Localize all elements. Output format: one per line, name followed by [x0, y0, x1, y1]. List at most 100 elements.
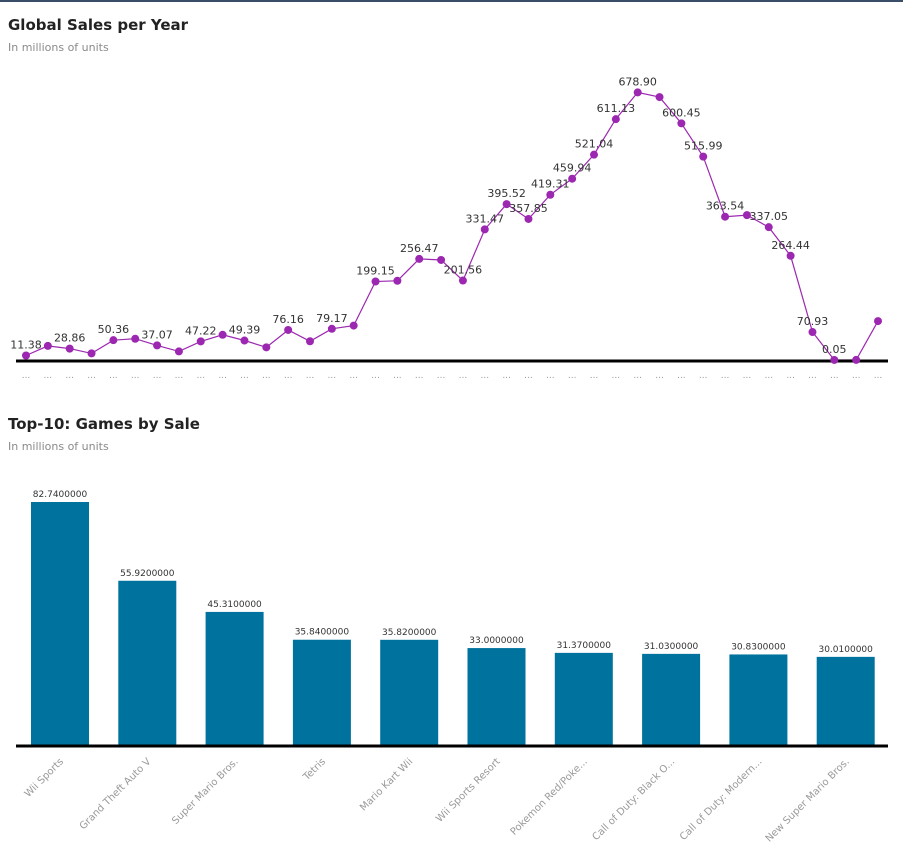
bar-category-label: Call of Duty: Black O...	[591, 756, 678, 843]
line-point[interactable]	[415, 254, 424, 263]
bar[interactable]	[729, 654, 788, 745]
line-point[interactable]	[699, 152, 708, 161]
line-x-tick: ...	[371, 371, 380, 381]
line-point[interactable]	[43, 341, 52, 350]
bar-value-label: 45.3100000	[207, 600, 262, 610]
bar-category-label: Mario Kart Wii	[358, 756, 415, 813]
line-x-tick: ...	[612, 371, 621, 381]
bar-value-label: 30.8300000	[731, 642, 786, 652]
line-point[interactable]	[327, 324, 336, 333]
line-x-tick: ...	[87, 371, 96, 381]
line-data-label: 395.52	[487, 187, 526, 200]
line-x-tick: ...	[655, 371, 664, 381]
line-x-tick: ...	[349, 371, 358, 381]
line-data-label: 70.93	[797, 315, 829, 328]
bar-category-label: Tetris	[301, 756, 328, 783]
line-point[interactable]	[633, 88, 642, 97]
line-point[interactable]	[502, 200, 511, 209]
bar[interactable]	[467, 648, 526, 745]
bar-category-label: Wii Sports Resort	[434, 756, 502, 824]
line-point[interactable]	[655, 93, 664, 102]
line-point[interactable]	[306, 337, 314, 346]
line-point[interactable]	[742, 211, 751, 220]
line-point[interactable]	[153, 341, 162, 350]
line-x-tick: ...	[546, 371, 555, 381]
line-point[interactable]	[677, 119, 686, 128]
line-x-tick: ...	[328, 371, 337, 381]
line-point[interactable]	[611, 115, 620, 124]
line-point[interactable]	[437, 255, 446, 264]
line-data-label: 76.16	[272, 313, 304, 326]
line-data-label: 363.54	[706, 200, 745, 213]
line-point[interactable]	[524, 214, 533, 223]
line-point[interactable]	[262, 343, 271, 352]
line-point[interactable]	[546, 190, 555, 199]
bar-category-label: Wii Sports	[23, 756, 66, 799]
line-point[interactable]	[284, 325, 293, 334]
bar[interactable]	[380, 639, 439, 745]
line-point[interactable]	[240, 336, 249, 345]
line-point[interactable]	[393, 276, 402, 285]
line-x-tick: ...	[262, 371, 271, 381]
line-x-tick: ...	[786, 371, 795, 381]
line-point[interactable]	[808, 328, 817, 337]
line-point[interactable]	[196, 337, 205, 346]
line-x-tick: ...	[633, 371, 642, 381]
bar[interactable]	[642, 653, 701, 745]
line-x-tick: ...	[240, 371, 249, 381]
line-point[interactable]	[349, 321, 358, 330]
bar-value-label: 55.9200000	[120, 569, 175, 579]
line-point[interactable]	[786, 251, 795, 260]
line-point[interactable]	[830, 355, 839, 364]
line-point[interactable]	[458, 276, 467, 285]
line-data-label: 256.47	[400, 242, 439, 255]
line-x-tick: ...	[44, 371, 53, 381]
bar-category-label: Grand Theft Auto V	[78, 756, 154, 832]
bar-value-label: 35.8200000	[382, 628, 437, 638]
bar-value-label: 82.7400000	[33, 490, 88, 500]
line-point[interactable]	[22, 351, 30, 360]
bar[interactable]	[816, 656, 875, 745]
line-x-tick: ...	[415, 371, 424, 381]
line-x-tick: ...	[590, 371, 599, 381]
bar-category-label: Call of Duty: Modern...	[678, 756, 765, 843]
line-x-tick: ...	[852, 371, 861, 381]
bar[interactable]	[205, 611, 264, 745]
line-x-tick: ...	[874, 371, 883, 381]
line-point[interactable]	[371, 277, 380, 286]
line-point[interactable]	[852, 355, 861, 364]
line-point[interactable]	[721, 212, 730, 221]
line-point[interactable]	[109, 336, 118, 345]
line-x-tick: ...	[721, 371, 730, 381]
line-point[interactable]	[590, 150, 598, 159]
line-point[interactable]	[174, 347, 183, 356]
bar-category-label: New Super Mario Bros.	[764, 756, 852, 844]
line-x-tick: ...	[393, 371, 402, 381]
line-x-tick: ...	[480, 371, 489, 381]
bar[interactable]	[554, 652, 613, 745]
bar[interactable]	[31, 502, 89, 745]
line-data-label: 37.07	[141, 328, 173, 341]
line-point[interactable]	[218, 330, 227, 339]
bar-chart-title: Top-10: Games by Sale	[8, 415, 200, 433]
bar-value-label: 31.0300000	[644, 642, 699, 652]
line-x-tick: ...	[218, 371, 227, 381]
line-data-label: 47.22	[185, 324, 217, 337]
bar[interactable]	[118, 580, 177, 745]
line-point[interactable]	[131, 334, 140, 343]
line-point[interactable]	[568, 174, 577, 183]
line-data-label: 49.39	[229, 324, 261, 337]
bar[interactable]	[292, 639, 351, 745]
line-x-tick: ...	[153, 371, 162, 381]
line-data-label: 79.17	[316, 312, 348, 325]
line-data-label: 521.04	[575, 138, 614, 151]
line-point[interactable]	[87, 349, 96, 358]
line-point[interactable]	[764, 223, 773, 232]
line-point[interactable]	[874, 317, 882, 326]
line-chart-title: Global Sales per Year	[8, 16, 189, 34]
top-border	[0, 0, 903, 2]
line-x-tick: ...	[175, 371, 184, 381]
line-point[interactable]	[480, 225, 489, 234]
line-x-tick: ...	[699, 371, 708, 381]
line-point[interactable]	[65, 344, 74, 353]
